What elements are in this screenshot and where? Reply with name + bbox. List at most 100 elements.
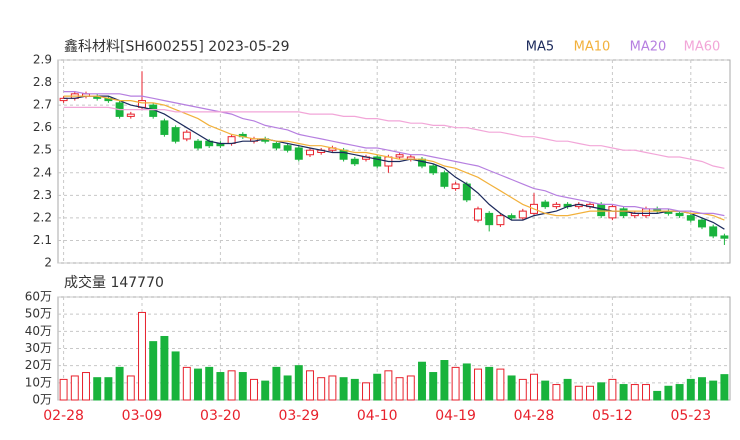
volume-bar: [261, 380, 270, 401]
x-tick-label: 03-29: [278, 408, 319, 424]
volume-bar: [70, 375, 79, 401]
volume-bar: [552, 384, 561, 401]
candle-body: [496, 215, 505, 226]
candle-body: [283, 145, 292, 151]
y-tick-label: 50万: [25, 307, 52, 321]
volume-bar: [619, 384, 628, 401]
volume-bar: [238, 372, 247, 401]
volume-bar: [149, 341, 158, 401]
volume-bar: [698, 377, 706, 401]
volume-bar: [530, 373, 538, 401]
y-tick-label: 2: [44, 256, 52, 270]
volume-bar: [216, 372, 225, 401]
candle-body: [339, 149, 348, 160]
volume-bar: [250, 378, 258, 401]
volume-bar: [418, 361, 426, 401]
volume-bar: [563, 378, 572, 401]
candle-body: [709, 226, 718, 237]
volume-bar: [93, 377, 102, 401]
legend-label: MA60: [684, 40, 721, 55]
y-tick-label: 2.9: [33, 53, 52, 67]
volume-bar: [586, 385, 594, 401]
candle-body: [350, 158, 359, 165]
candle-body: [306, 149, 314, 156]
volume-bar: [194, 368, 202, 401]
candle-body: [272, 142, 281, 149]
y-tick-label: 2.6: [33, 120, 52, 134]
y-tick-label: 2.7: [33, 98, 52, 112]
x-tick-label: 05-23: [670, 408, 711, 424]
chart-title: 鑫科材料[SH600255] 2023-05-29: [64, 38, 290, 55]
volume-bar: [574, 385, 583, 401]
y-tick-label: 2.2: [33, 210, 52, 224]
volume-bar: [384, 370, 393, 401]
candle-body: [675, 212, 684, 217]
volume-bar: [642, 384, 650, 401]
candle-body: [608, 206, 617, 219]
candle-body: [552, 203, 561, 208]
volume-bar: [283, 375, 292, 401]
y-tick-label: 30万: [25, 341, 52, 355]
volume-bar: [272, 366, 281, 401]
volume-bar: [485, 366, 494, 401]
y-tick-label: 60万: [25, 290, 52, 304]
legend-label: MA20: [630, 40, 667, 55]
y-tick-label: 2.8: [33, 75, 52, 89]
volume-bar: [451, 366, 460, 401]
ma-line: [63, 95, 725, 221]
volume-bar: [462, 363, 471, 401]
candle-body: [171, 127, 180, 142]
volume-title: 成交量 147770: [64, 274, 164, 291]
volume-bar: [720, 374, 729, 401]
candle-body: [507, 215, 516, 219]
volume-bar: [294, 365, 303, 401]
volume-bar: [82, 372, 90, 401]
candle-body: [194, 140, 202, 149]
y-tick-label: 2.3: [33, 188, 52, 202]
volume-bar: [686, 378, 695, 401]
y-tick-label: 20万: [25, 358, 52, 372]
candle-body: [518, 210, 527, 219]
y-tick-label: 40万: [25, 324, 52, 338]
candle-body: [182, 131, 191, 140]
volume-bar: [507, 375, 516, 401]
y-tick-label: 10万: [25, 375, 52, 389]
volume-bar: [474, 368, 482, 401]
x-tick-label: 04-19: [435, 408, 476, 424]
x-tick-label: 03-20: [200, 408, 241, 424]
candle-body: [429, 165, 438, 174]
y-tick-label: 2.4: [33, 165, 52, 179]
volume-bar: [406, 375, 415, 401]
volume-bar: [518, 378, 527, 401]
x-tick-label: 04-10: [357, 408, 398, 424]
y-tick-label: 2.5: [33, 143, 52, 157]
candle-body: [395, 154, 404, 158]
volume-bar: [328, 375, 337, 401]
volume-bar: [541, 380, 550, 401]
candle-body: [474, 208, 482, 221]
volume-bar: [362, 382, 370, 401]
volume-bar: [395, 377, 404, 401]
candle-body: [597, 203, 606, 217]
volume-bar: [339, 377, 348, 401]
candle-body: [451, 183, 460, 190]
legend-label: MA5: [526, 40, 554, 55]
volume-bar: [675, 384, 684, 401]
volume-bar: [630, 384, 639, 401]
volume-bar: [306, 370, 314, 401]
volume-bar: [138, 311, 146, 401]
volume-bar: [126, 375, 135, 401]
candle-body: [160, 120, 169, 135]
volume-bar: [115, 366, 124, 401]
volume-bar: [317, 377, 326, 401]
volume-bar: [182, 366, 191, 401]
volume-bar: [597, 382, 606, 401]
volume-bar: [59, 378, 68, 401]
candle-body: [619, 208, 628, 217]
volume-bar: [373, 373, 382, 401]
volume-bar: [171, 351, 180, 401]
candle-body: [440, 172, 449, 187]
candle-body: [373, 156, 382, 167]
